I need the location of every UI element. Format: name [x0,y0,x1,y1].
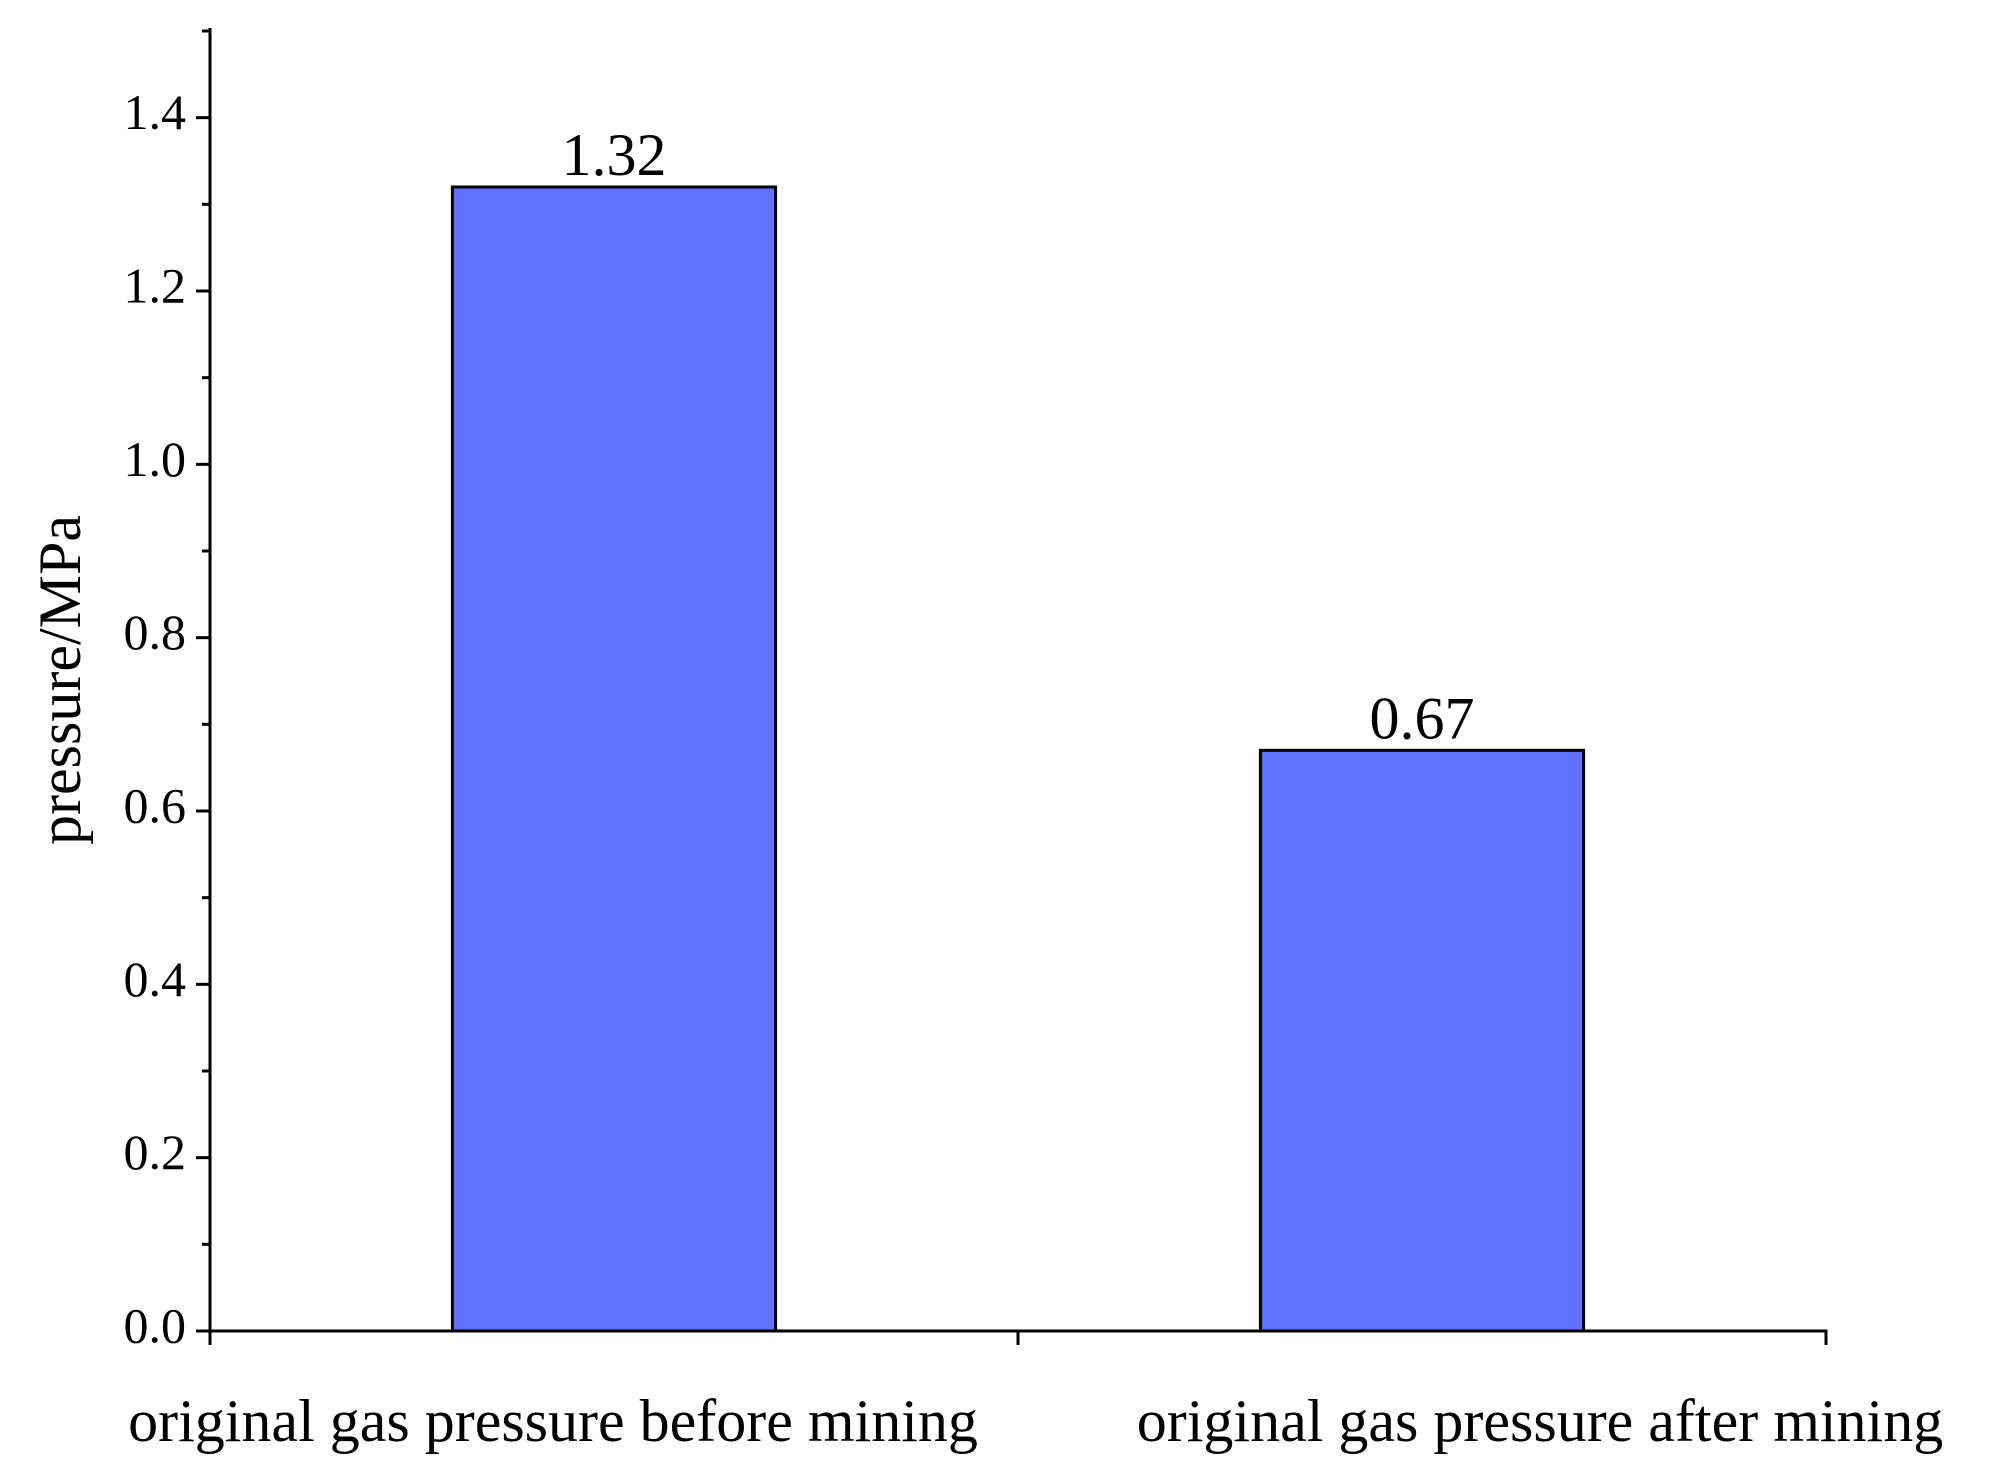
bar [450,185,778,1333]
x-tick-label: original gas pressure after mining [1137,1388,1943,1454]
y-tick-label: 1.4 [124,84,187,140]
y-tick-label: 0.8 [124,604,187,660]
bar [1258,748,1586,1333]
y-tick-label: 1.2 [124,257,187,313]
value-label: 0.67 [1370,685,1475,751]
y-tick-label: 0.6 [124,777,187,833]
y-tick-label: 0.4 [124,951,187,1007]
y-axis-title: pressure/MPa [27,515,93,845]
value-label: 1.32 [562,122,667,188]
x-tick-label: original gas pressure before mining [128,1388,978,1454]
y-tick-label: 1.0 [124,431,187,487]
y-tick-label: 0.2 [124,1124,187,1180]
y-tick-label: 0.0 [124,1297,187,1353]
